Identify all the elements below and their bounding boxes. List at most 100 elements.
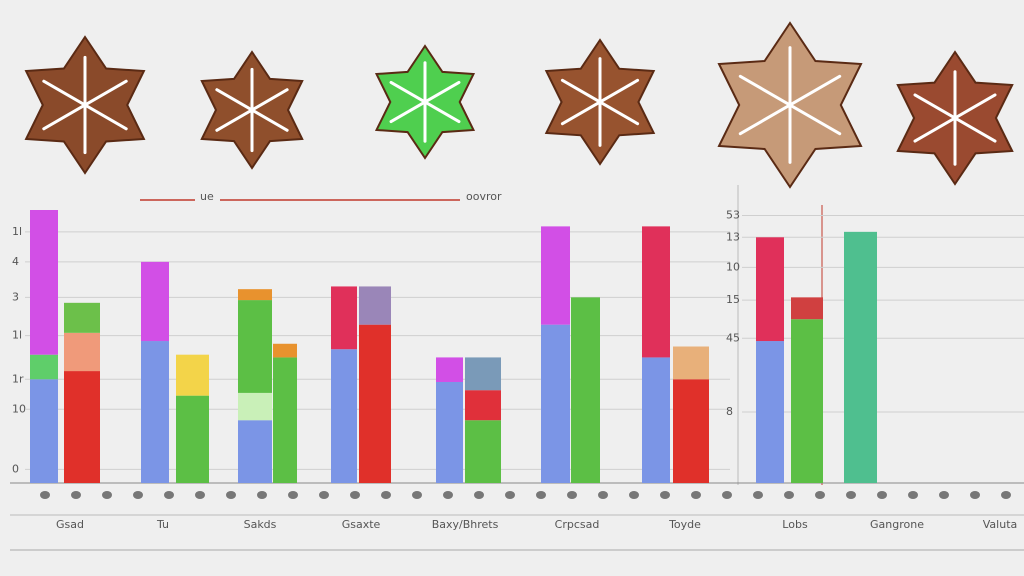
dot (164, 491, 174, 499)
dot (288, 491, 298, 499)
bar-segment (756, 237, 784, 342)
bar-segment (273, 357, 297, 483)
bar-segment (176, 395, 209, 483)
y-tick-label: 0 (12, 462, 19, 475)
bar-segment (64, 332, 100, 372)
bar-segment (238, 420, 272, 483)
bar-segment (673, 379, 709, 483)
y2-tick-label: 53 (726, 208, 740, 221)
y2-tick-label: 45 (726, 331, 740, 344)
y-tick-label: 10 (12, 402, 26, 415)
bar-segment (331, 349, 357, 483)
bar-segment (571, 297, 600, 483)
dot (567, 491, 577, 499)
dot (660, 491, 670, 499)
bar-segment (176, 354, 209, 396)
bar-segment (642, 357, 670, 483)
cookie-icing (389, 80, 461, 124)
bar-segment (465, 357, 501, 391)
x-tick-label: Crpcsad (555, 518, 600, 531)
dot (195, 491, 205, 499)
dot (722, 491, 732, 499)
bar-segment (238, 289, 272, 301)
dot (939, 491, 949, 499)
bar-segment (436, 357, 463, 382)
bar-segment (30, 354, 58, 380)
dot (846, 491, 856, 499)
x-tick-label: Lobs (782, 518, 808, 531)
y2-tick-label: 8 (726, 405, 733, 418)
dot (381, 491, 391, 499)
bar-segment (642, 226, 670, 358)
bar-segment (64, 371, 100, 483)
bar-segment (791, 319, 823, 483)
bar-segment (844, 231, 877, 483)
y-tick-label: 4 (12, 255, 19, 268)
x-tick-label: Tu (156, 518, 169, 531)
cookie-icing (738, 74, 842, 136)
bar-segment (541, 226, 570, 325)
dot (536, 491, 546, 499)
bar-segment (30, 379, 58, 483)
y2-tick-label: 13 (726, 230, 740, 243)
dot (133, 491, 143, 499)
dot (629, 491, 639, 499)
x-tick-label: Valuta (983, 518, 1018, 531)
y-tick-label: 1r (12, 372, 24, 385)
dot (319, 491, 329, 499)
y-tick-label: 1l (12, 329, 22, 342)
bar-segment (141, 341, 169, 483)
x-tick-label: Toyde (668, 518, 701, 531)
bar-segment (791, 297, 823, 320)
dot (1001, 491, 1011, 499)
dot (598, 491, 608, 499)
dot (815, 491, 825, 499)
bar-segment (331, 286, 357, 350)
cookie-icing (42, 79, 128, 131)
dot (908, 491, 918, 499)
x-tick-label: Gsad (56, 518, 84, 531)
dot (40, 491, 50, 499)
dot (877, 491, 887, 499)
dot (71, 491, 81, 499)
bar-segment (30, 210, 58, 355)
y2-tick-label: 10 (726, 260, 740, 273)
x-tick-label: Gangrone (870, 518, 924, 531)
bar-segment (673, 346, 709, 380)
bar-segment (238, 300, 272, 393)
legend-label: ue (200, 190, 214, 203)
dot (753, 491, 763, 499)
bar-segment (273, 343, 297, 358)
x-tick-label: Sakds (244, 518, 277, 531)
dot (970, 491, 980, 499)
cookie-icing (560, 78, 640, 126)
dot (505, 491, 515, 499)
y-tick-label: 1l (12, 225, 22, 238)
dot (257, 491, 267, 499)
x-tick-label: Baxy/Bhrets (432, 518, 499, 531)
dot (412, 491, 422, 499)
dot (102, 491, 112, 499)
dot (443, 491, 453, 499)
bar-segment (465, 390, 501, 421)
bar-segment (756, 341, 784, 483)
y-tick-label: 3 (12, 290, 19, 303)
legend-label: oovror (466, 190, 502, 203)
bar-segment (238, 392, 272, 421)
bar-segment (541, 324, 570, 483)
dot (226, 491, 236, 499)
cookie-icing (215, 88, 289, 132)
bar-segment (141, 261, 169, 342)
bar-segment (465, 420, 501, 483)
bar-segment (64, 302, 100, 333)
dot (784, 491, 794, 499)
bar-segment (436, 381, 463, 483)
dot (350, 491, 360, 499)
y2-tick-label: 15 (726, 293, 740, 306)
dot (691, 491, 701, 499)
dot (474, 491, 484, 499)
cookie-icing (913, 93, 997, 143)
bar-segment (359, 286, 391, 325)
bar-segment (359, 324, 391, 483)
